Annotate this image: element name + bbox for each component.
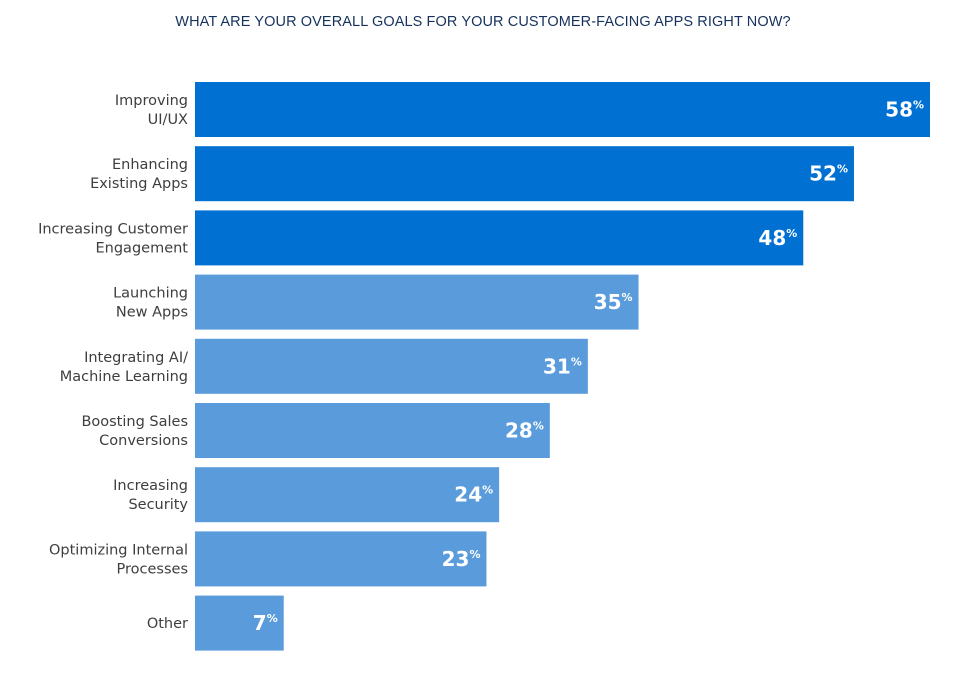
bar — [195, 210, 804, 266]
chart-title: WHAT ARE YOUR OVERALL GOALS FOR YOUR CUS… — [175, 14, 791, 30]
data-label: 24 — [454, 483, 482, 507]
data-label: 23 — [442, 547, 470, 571]
bar — [195, 531, 487, 587]
bar — [195, 82, 930, 137]
data-label: 35 — [594, 290, 622, 314]
data-label-unit: % — [913, 99, 924, 112]
bar — [195, 338, 588, 394]
data-label-unit: % — [533, 420, 544, 433]
data-label-unit: % — [837, 163, 848, 176]
bar — [195, 146, 854, 202]
category-label: Existing Apps — [90, 176, 188, 192]
data-label-unit: % — [482, 484, 493, 497]
data-label: 31 — [543, 354, 571, 378]
category-label: New Apps — [116, 305, 188, 321]
category-label: Optimizing Internal — [49, 542, 188, 558]
data-label: 7 — [253, 611, 267, 635]
category-label: Conversions — [99, 433, 188, 449]
data-label: 52 — [809, 162, 837, 186]
data-label-unit: % — [469, 548, 480, 561]
category-label: UI/UX — [148, 112, 188, 128]
data-label-unit: % — [571, 355, 582, 368]
data-label-unit: % — [786, 227, 797, 240]
data-label-unit: % — [267, 612, 278, 625]
data-label: 58 — [885, 98, 913, 122]
category-label: Enhancing — [112, 157, 188, 173]
data-label: 48 — [758, 226, 786, 250]
category-label: Other — [147, 616, 188, 632]
category-label: Processes — [117, 561, 188, 577]
category-label: Machine Learning — [60, 369, 188, 385]
category-label: Integrating AI/ — [84, 350, 188, 366]
category-label: Launching — [113, 286, 188, 302]
category-label: Increasing Customer — [38, 221, 188, 237]
bar — [195, 467, 500, 523]
data-label-unit: % — [622, 291, 633, 304]
category-label: Improving — [115, 93, 188, 109]
data-label: 28 — [505, 419, 533, 443]
category-label: Increasing — [113, 478, 188, 494]
bar — [195, 403, 550, 458]
bar — [195, 274, 639, 330]
bar — [195, 595, 284, 651]
category-label: Security — [128, 497, 188, 513]
category-label: Engagement — [96, 240, 189, 256]
category-label: Boosting Sales — [81, 414, 188, 430]
